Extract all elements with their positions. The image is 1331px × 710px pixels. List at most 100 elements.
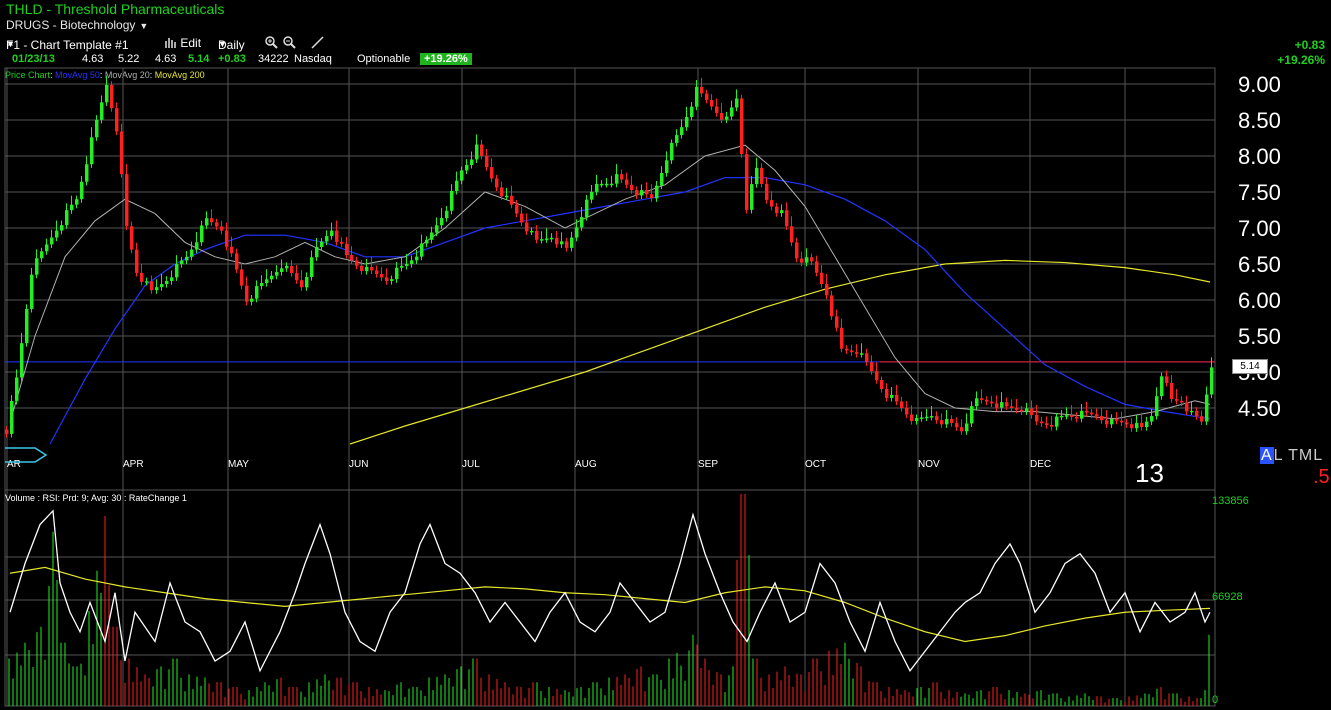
candle-body [800,258,804,263]
candle-body [125,174,129,227]
candle-body [715,106,719,113]
candle-body [840,327,844,349]
candle-body [475,144,479,160]
candle-body [435,225,439,233]
candle-body [845,348,849,351]
candle-body [230,246,234,254]
candle-body [805,257,809,263]
volume-study-legend[interactable]: Volume : RSI: Prd: 9; Avg: 30 : RateChan… [5,493,187,503]
candle-body [590,191,594,200]
candle-body [865,353,869,363]
candle-body [1125,422,1129,425]
candle-body [1140,422,1144,428]
candle-body [1165,376,1169,383]
candle-body [870,362,874,372]
candle-body [15,377,19,401]
candle-body [560,241,564,245]
chevron-down-icon[interactable]: ▼ [139,21,149,31]
candle-body [550,237,554,240]
candle-body [1150,416,1154,422]
candle-body [935,416,939,421]
candle-body [1045,423,1049,425]
candle-body [830,295,834,317]
interval-label: Daily [218,38,245,52]
candle-body [1180,400,1184,403]
candle-body [555,237,559,245]
sector-selector[interactable]: DRUGS - Biotechnology ▼ [6,18,148,32]
candle-body [510,195,514,205]
candle-body [750,184,754,210]
candle-body [325,236,329,242]
candle-body [880,380,884,389]
quote-close: 5.14 [188,53,210,65]
candle-body [390,279,394,281]
candle-body [820,272,824,285]
candle-body [375,270,379,274]
month-label: DEC [1030,459,1051,470]
candle-body [145,281,149,283]
candle-body [720,112,724,120]
candle-body [150,281,154,291]
candle-body [1175,399,1179,401]
template-selector[interactable]: F1 - Chart Template #1 ▼ [6,36,129,52]
candle-body [1085,410,1089,413]
month-label: OCT [805,459,826,470]
candle-body [675,135,679,143]
candle-body [175,264,179,278]
candle-body [1095,414,1099,417]
candle-body [25,308,29,344]
right-change-abs: +0.83 [1294,38,1325,52]
candle-body [355,260,359,266]
month-label: JUN [349,459,368,470]
candle-body [260,283,264,287]
candle-body [1170,382,1174,400]
edit-button[interactable]: Edit [165,36,201,50]
candle-body [1010,406,1014,408]
candle-body [575,227,579,238]
chevron-down-icon[interactable]: ▼ [6,39,15,49]
candle-body [900,401,904,408]
candle-body [80,181,84,200]
price-axis-label: 6.50 [1238,252,1281,277]
candle-body [605,183,609,186]
quote-low: 4.63 [155,53,177,65]
candle-body [160,284,164,288]
corner-value: .5 [1313,466,1330,488]
altml-label[interactable]: AL TML [1260,447,1323,465]
candle-body [595,183,599,192]
ma50-legend: MovAvg 50 [55,70,100,80]
candle-body [70,204,74,211]
price-study-legend[interactable]: Price Chart: MovAvg 50: MovAvg 20: MovAv… [5,70,205,80]
candle-body [770,200,774,207]
candle-body [755,167,759,185]
candle-body [1210,367,1214,395]
volume-axis-top: 133856 [1212,495,1249,507]
candle-body [680,127,684,136]
candle-body [360,265,364,272]
candle-body [1130,424,1134,429]
scroll-handle-icon[interactable] [5,447,48,463]
candle-body [455,180,459,191]
chevron-down-icon[interactable]: ▼ [218,39,227,49]
candle-body [645,190,649,195]
interval-selector[interactable]: Daily ▼ [218,36,245,52]
candle-body [410,260,414,264]
price-axis-label: 7.50 [1238,180,1281,205]
candle-body [60,225,64,231]
candle-body [625,179,629,185]
candle-body [1030,408,1034,416]
quote-high: 5.22 [118,53,140,65]
candle-body [1110,418,1114,425]
candle-body [135,249,139,273]
candle-body [470,159,474,165]
candle-body [385,277,389,281]
candle-body [735,98,739,108]
candle-body [460,170,464,181]
candle-body [380,273,384,278]
candle-body [600,183,604,186]
quote-date: 01/23/13 [12,53,55,65]
candle-body [425,239,429,244]
candle-body [395,267,399,280]
candle-body [825,284,829,296]
